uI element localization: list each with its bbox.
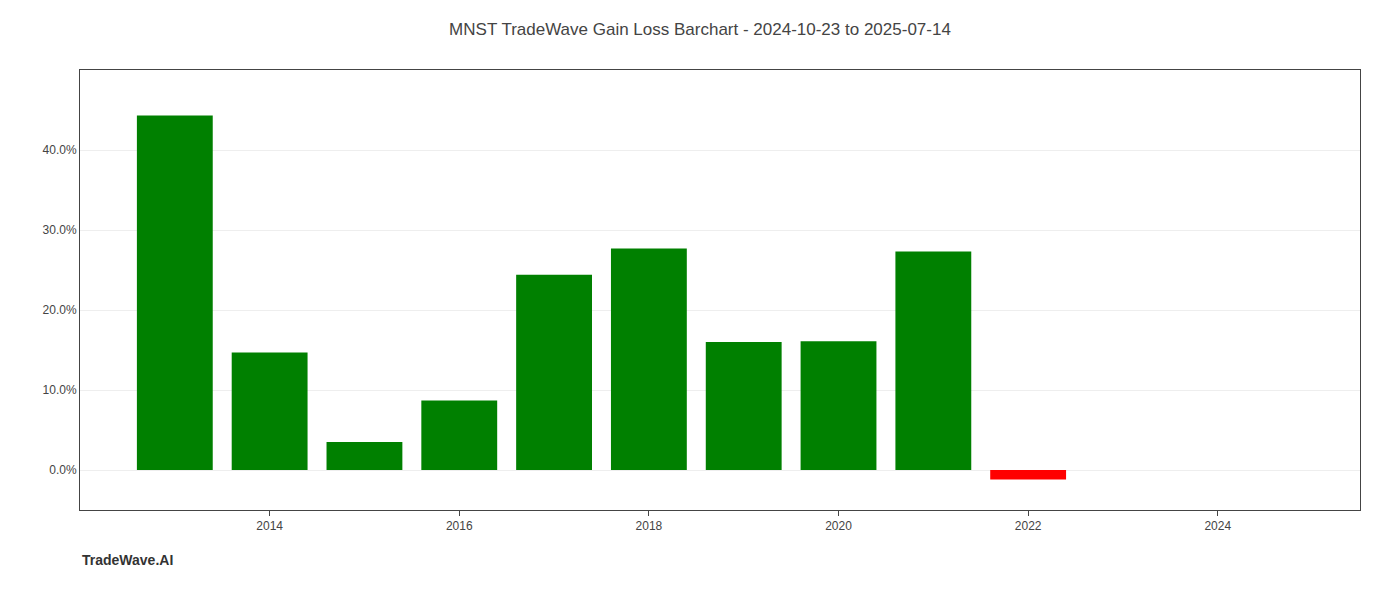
svg-text:2018: 2018 [636,519,663,533]
svg-text:TradeWave.AI: TradeWave.AI [82,552,173,568]
svg-text:0.0%: 0.0% [49,463,77,477]
svg-text:2024: 2024 [1204,519,1231,533]
svg-text:2016: 2016 [446,519,473,533]
svg-text:2022: 2022 [1015,519,1042,533]
svg-text:30.0%: 30.0% [43,223,77,237]
svg-text:2020: 2020 [825,519,852,533]
svg-text:20.0%: 20.0% [43,303,77,317]
svg-text:10.0%: 10.0% [43,383,77,397]
svg-text:40.0%: 40.0% [43,143,77,157]
svg-text:MNST TradeWave Gain Loss Barch: MNST TradeWave Gain Loss Barchart - 2024… [449,20,951,39]
svg-text:2014: 2014 [256,519,283,533]
